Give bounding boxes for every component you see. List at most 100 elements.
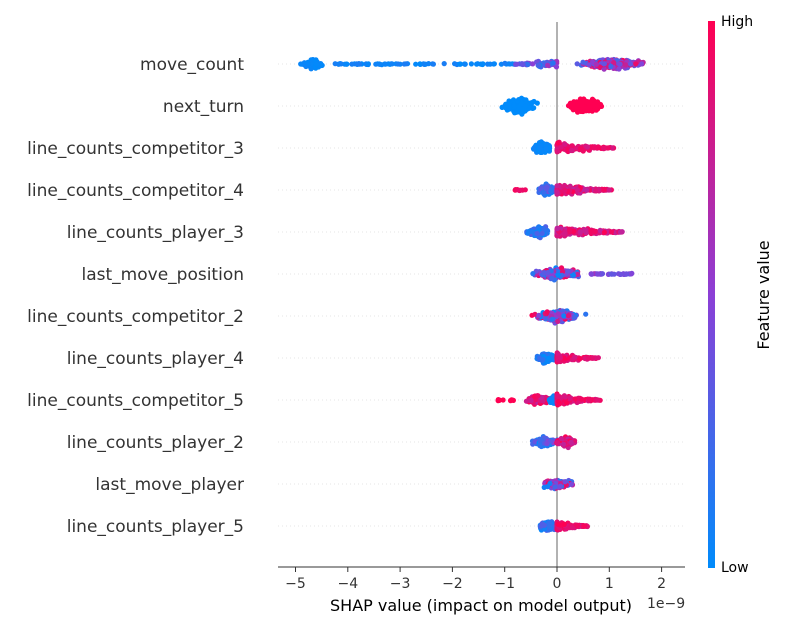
shap-point [561, 441, 567, 447]
shap-point [549, 397, 555, 403]
shap-point [554, 189, 560, 195]
shap-point [593, 187, 599, 193]
shap-point [562, 141, 568, 147]
shap-point [593, 61, 600, 67]
shap-point [575, 271, 581, 278]
shap-point [556, 394, 562, 400]
shap-point [497, 397, 503, 403]
shap-point [462, 61, 468, 67]
shap-point [528, 397, 534, 403]
shap-point [585, 355, 592, 361]
shap-point [319, 62, 325, 69]
shap-point [554, 183, 560, 189]
shap-point [558, 144, 564, 150]
shap-point [555, 440, 561, 446]
shap-point [417, 61, 423, 67]
shap-point [608, 271, 614, 277]
shap-point [523, 103, 529, 109]
shap-point [557, 483, 564, 489]
colorbar-low-label: Low [721, 560, 749, 576]
feature-label: line_counts_competitor_4 [27, 181, 244, 201]
feature-labels: move_count next_turn line_counts_competito… [27, 55, 244, 537]
shap-point [623, 271, 629, 277]
shap-point [332, 61, 338, 67]
shap-point [555, 140, 561, 146]
shap-point [529, 100, 535, 106]
shap-point [373, 61, 379, 67]
shap-point [313, 61, 319, 67]
shap-point [568, 481, 575, 487]
shap-point [570, 101, 576, 107]
shap-point [535, 62, 541, 68]
shap-point [543, 185, 549, 192]
shap-point [545, 62, 551, 68]
shap-point [616, 66, 622, 72]
shap-point [555, 521, 561, 527]
shap-point [569, 525, 576, 531]
x-tick-label: −2 [442, 576, 463, 592]
shap-point [593, 107, 599, 113]
shap-point [567, 183, 573, 189]
shap-point [562, 479, 568, 485]
x-tick-label: −1 [494, 576, 515, 592]
feature-label: line_counts_competitor_5 [27, 391, 244, 411]
shap-point [511, 103, 517, 109]
shap-point [534, 230, 540, 237]
shap-point [594, 397, 601, 403]
shap-point [538, 437, 544, 443]
shap-point [584, 144, 591, 150]
shap-point [611, 60, 617, 66]
grid-lines [278, 63, 685, 527]
shap-point [549, 275, 555, 281]
shap-point [571, 228, 577, 234]
shap-point [601, 61, 608, 67]
shap-point [557, 355, 564, 361]
shap-point [401, 61, 407, 67]
shap-point [577, 356, 583, 362]
feature-label: line_counts_player_3 [67, 223, 244, 243]
feature-label: line_counts_competitor_3 [27, 139, 244, 159]
shap-point [590, 355, 596, 361]
shap-point [523, 97, 529, 103]
shap-point [568, 147, 575, 153]
feature-label: move_count [140, 55, 244, 75]
shap-point [562, 394, 568, 400]
shap-point [531, 146, 537, 152]
shap-point [382, 61, 389, 67]
shap-point [562, 187, 568, 193]
shap-point [565, 313, 572, 319]
shap-point [546, 523, 553, 530]
x-tick-label: −4 [337, 576, 358, 592]
shap-point [605, 145, 612, 151]
shap-point [475, 61, 481, 67]
shap-point [577, 228, 584, 235]
shap-point [572, 354, 578, 360]
shap-point [618, 271, 624, 277]
shap-point [457, 61, 463, 67]
colorbar: High Low Feature value [708, 14, 773, 576]
shap-point [581, 104, 587, 110]
x-tick-label: −5 [285, 576, 306, 592]
shap-point [550, 60, 556, 66]
shap-point [584, 100, 590, 106]
shap-point [538, 185, 544, 191]
shap-point [540, 357, 546, 363]
feature-label: line_counts_player_4 [67, 349, 244, 369]
shap-point [590, 103, 597, 109]
shap-point [389, 61, 395, 67]
shap-point [522, 187, 528, 193]
shap-point [507, 61, 513, 67]
shap-point [583, 311, 589, 317]
shap-point [586, 62, 592, 68]
shap-point [585, 105, 591, 111]
shap-point [357, 61, 363, 67]
shap-point [539, 230, 545, 236]
shap-point [561, 521, 567, 528]
feature-label: last_move_position [82, 265, 244, 285]
shap-point [413, 61, 419, 67]
shap-point [580, 148, 586, 154]
shap-point [430, 61, 436, 67]
shap-point [617, 61, 623, 67]
shap-point [536, 312, 542, 318]
